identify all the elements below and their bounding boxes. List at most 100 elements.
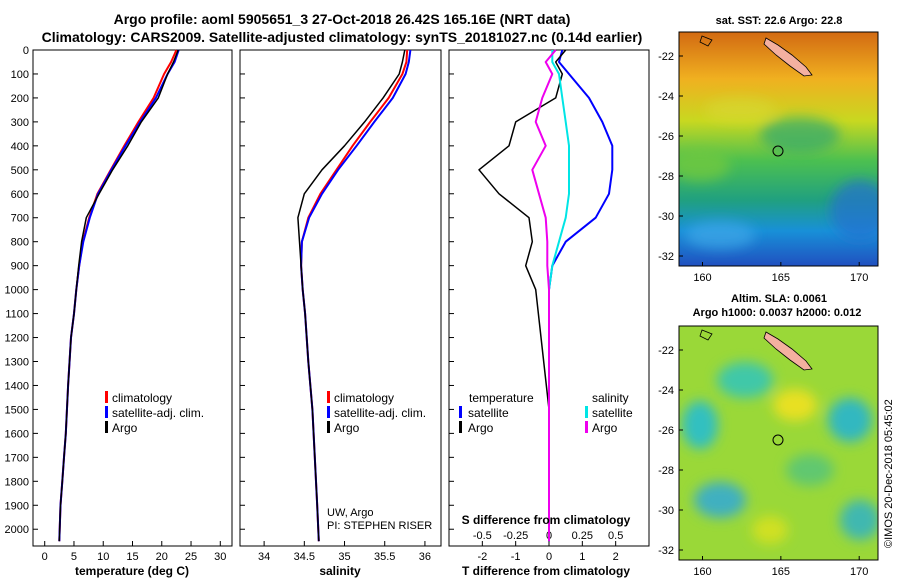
sst_map-lat-label--24: -24 [658, 91, 674, 103]
depth-tick-label-1400: 1400 [5, 380, 29, 392]
sst_map-lon-label-165: 165 [772, 272, 790, 284]
new-caledonia-land [763, 331, 813, 371]
depth-tick-label-100: 100 [11, 69, 29, 81]
legend-swatch-climatology [105, 391, 108, 403]
sla-patch-8 [752, 516, 788, 544]
depth-tick-label-2000: 2000 [5, 524, 29, 536]
sst_map-lon-label-170: 170 [850, 272, 868, 284]
salinity-x-ticks: 34 34.5 35 35.5 36 [258, 541, 431, 563]
sst-patch-blue [830, 180, 878, 240]
title-line-1: Argo profile: aoml 5905651_3 27-Oct-2018… [114, 11, 571, 27]
legend-swatch-t-argo [459, 421, 462, 433]
sla-patch-7 [840, 500, 878, 540]
depth-tick-label-1000: 1000 [5, 285, 29, 297]
sst-lon-ticks: 160 165 170 [693, 262, 868, 284]
legend-label-satellite: satellite-adj. clim. [112, 406, 204, 420]
temperature-x-ticks: 0 5 10 15 20 25 30 [42, 541, 226, 563]
sst-patch-lightblue [685, 221, 755, 249]
depth-tick-label-800: 800 [11, 237, 29, 249]
legend-swatch-satellite [327, 406, 330, 418]
sst-patch-green [679, 149, 730, 181]
sla_map-lon-label-160: 160 [693, 566, 711, 578]
difference-tick-label-2: 2 [613, 551, 619, 563]
temperature-series [58, 49, 180, 542]
temperature-tick-label-15: 15 [126, 551, 138, 563]
legend-swatch-t-satellite [459, 406, 462, 418]
salinity-tick-label-34.5: 34.5 [294, 551, 315, 563]
temperature-panel: 0100200300400500600700800900100011001200… [5, 45, 233, 578]
legend-label-climatology: climatology [334, 391, 394, 405]
temperature-tick-label-30: 30 [214, 551, 226, 563]
difference-series-t-argo [478, 49, 567, 542]
sla_map-lat-label--22: -22 [658, 345, 674, 357]
difference-s-tick-label-0.5: 0.5 [608, 530, 623, 542]
temperature-tick-label-10: 10 [97, 551, 109, 563]
sla_map-lon-label-170: 170 [850, 566, 868, 578]
depth-tick-label-300: 300 [11, 117, 29, 129]
legend-label-t-argo: Argo [468, 421, 494, 435]
difference-series [478, 49, 614, 542]
sla_map-lat-label--26: -26 [658, 425, 674, 437]
legend-label-t-satellite: satellite [468, 406, 509, 420]
legend-label-s-argo: Argo [592, 421, 618, 435]
sst-heatmap [679, 32, 878, 266]
depth-tick-label-600: 600 [11, 189, 29, 201]
sla-heatmap [679, 326, 878, 560]
difference-tick-label-0: 0 [546, 551, 552, 563]
difference-secondary-x-ticks: -0.5 -0.25 0 0.25 0.5 [473, 530, 623, 542]
depth-tick-label-1700: 1700 [5, 452, 29, 464]
sla-map-panel: Altim. SLA: 0.0061 Argo h1000: 0.0037 h2… [658, 293, 879, 578]
depth-tick-label-0: 0 [23, 45, 29, 57]
argo-float-marker [772, 145, 784, 157]
sla-patch-6 [786, 454, 834, 486]
difference-tick-label--1: -1 [511, 551, 521, 563]
difference-s-tick-label--0.5: -0.5 [473, 530, 492, 542]
temperature-xlabel: temperature (deg C) [75, 564, 189, 578]
salinity-panel: 34 34.5 35 35.5 36 salinity climatology sate… [239, 49, 442, 578]
temperature-legend: climatology satellite-adj. clim. Argo [105, 391, 204, 435]
depth-tick-label-700: 700 [11, 213, 29, 225]
difference-s-tick-label--0.25: -0.25 [503, 530, 528, 542]
sst_map-lat-label--30: -30 [658, 211, 674, 223]
sst_map-lon-label-160: 160 [693, 272, 711, 284]
temperature-tick-label-20: 20 [156, 551, 168, 563]
salinity-tick-label-35: 35 [338, 551, 350, 563]
difference-tick-label--2: -2 [477, 551, 487, 563]
difference-s-tick-label-0.25: 0.25 [572, 530, 593, 542]
island-outline [699, 35, 713, 47]
legend-label-argo: Argo [334, 421, 360, 435]
sla-texture [682, 362, 878, 544]
difference-y-ticks [449, 49, 454, 530]
legend-label-s-satellite: satellite [592, 406, 633, 420]
legend-swatch-s-satellite [585, 406, 588, 418]
sst-map-panel: sat. SST: 22.6 Argo: 22.8 -22 -24 -26 -28 -3… [658, 15, 879, 284]
sla-map-frame [678, 325, 879, 561]
sst_map-lat-label--32: -32 [658, 251, 674, 263]
island-outline [699, 329, 713, 341]
temperature-series-argo [58, 49, 179, 542]
difference-s-xlabel: S difference from climatology [462, 513, 631, 527]
salinity-plot-frame [239, 49, 442, 547]
sla_map-lat-label--32: -32 [658, 545, 674, 557]
difference-legend: temperature satellite Argo salinity sate… [459, 391, 633, 435]
salinity-tick-label-34: 34 [258, 551, 270, 563]
sla-map-subtitle: Argo h1000: 0.0037 h2000: 0.012 [693, 307, 862, 319]
pi-annotation-line-1: UW, Argo [327, 507, 373, 519]
difference-t-xlabel: T difference from climatology [462, 564, 630, 578]
salinity-series [297, 49, 412, 542]
temperature-tick-label-0: 0 [42, 551, 48, 563]
depth-tick-label-1200: 1200 [5, 333, 29, 345]
legend-swatch-argo [327, 421, 330, 433]
depth-tick-label-1300: 1300 [5, 356, 29, 368]
salinity-y-ticks [240, 49, 245, 530]
depth-tick-label-1500: 1500 [5, 404, 29, 416]
sla-map-title: Altim. SLA: 0.0061 [731, 293, 827, 305]
temperature-tick-label-5: 5 [71, 551, 77, 563]
sla-patch-3 [773, 389, 817, 421]
depth-tick-label-400: 400 [11, 141, 29, 153]
salinity-xlabel: salinity [319, 564, 361, 578]
sla_map-lat-label--30: -30 [658, 505, 674, 517]
sst_map-lat-label--26: -26 [658, 131, 674, 143]
difference-x-ticks: -2 -1 0 1 2 [477, 541, 619, 563]
